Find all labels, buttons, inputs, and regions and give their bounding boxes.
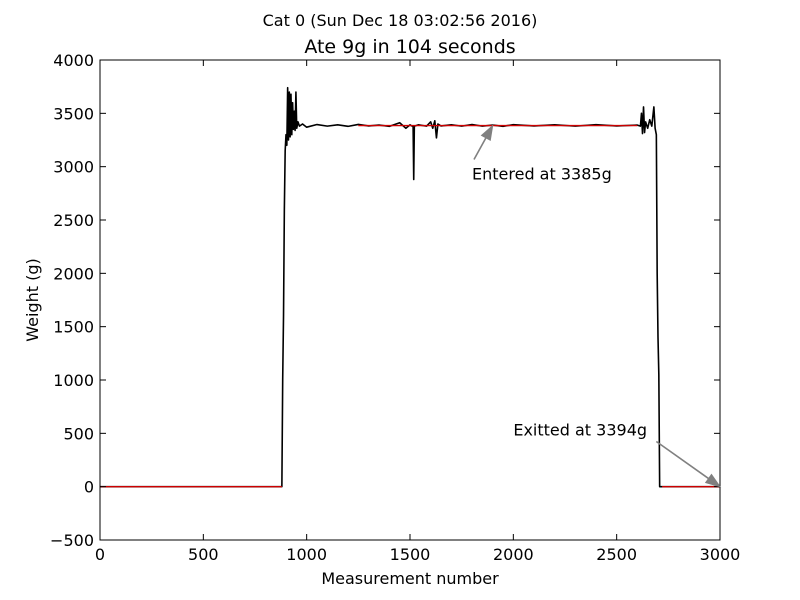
annotation-arrow-shaft: [655, 440, 710, 480]
annotations: Entered at 3385g Exitted at 3394g: [472, 124, 722, 488]
y-tick-label: 2000: [53, 264, 94, 283]
y-tick-label: 3500: [53, 104, 94, 123]
x-tick-label: 1500: [390, 545, 431, 564]
y-tick-label: 2500: [53, 211, 94, 230]
y-axis-label: Weight (g): [23, 258, 42, 341]
x-axis-label: Measurement number: [321, 569, 499, 588]
x-tick-label: 1000: [286, 545, 327, 564]
y-tick-label: 4000: [53, 51, 94, 70]
y-tick-label: −500: [50, 531, 94, 550]
plot-content: [100, 86, 720, 488]
annotation-text-0: Entered at 3385g: [472, 164, 612, 183]
annotation-text-1: Exitted at 3394g: [513, 420, 647, 439]
y-tick-label: 500: [63, 424, 94, 443]
y-tick-label: 1000: [53, 371, 94, 390]
chart-title: Ate 9g in 104 seconds: [304, 36, 515, 58]
annotation-arrow-head: [704, 473, 722, 488]
annotation-arrow-head: [480, 124, 494, 142]
annotation-arrow-shaft: [473, 137, 487, 160]
x-tick-label: 500: [188, 545, 219, 564]
plot-frame: [99, 59, 721, 541]
x-tick-label: 2000: [493, 545, 534, 564]
x-tick-label: 2500: [596, 545, 637, 564]
x-tick-label: 3000: [700, 545, 741, 564]
x-tick-label: 0: [95, 545, 105, 564]
axis-ticks: 0 500 1000 1500 2000 2500 3000−500050010001500…: [50, 51, 740, 564]
y-tick-label: 0: [84, 478, 94, 497]
y-tick-label: 3000: [53, 158, 94, 177]
chart-suptitle: Cat 0 (Sun Dec 18 03:02:56 2016): [263, 11, 538, 30]
y-tick-label: 1500: [53, 318, 94, 337]
